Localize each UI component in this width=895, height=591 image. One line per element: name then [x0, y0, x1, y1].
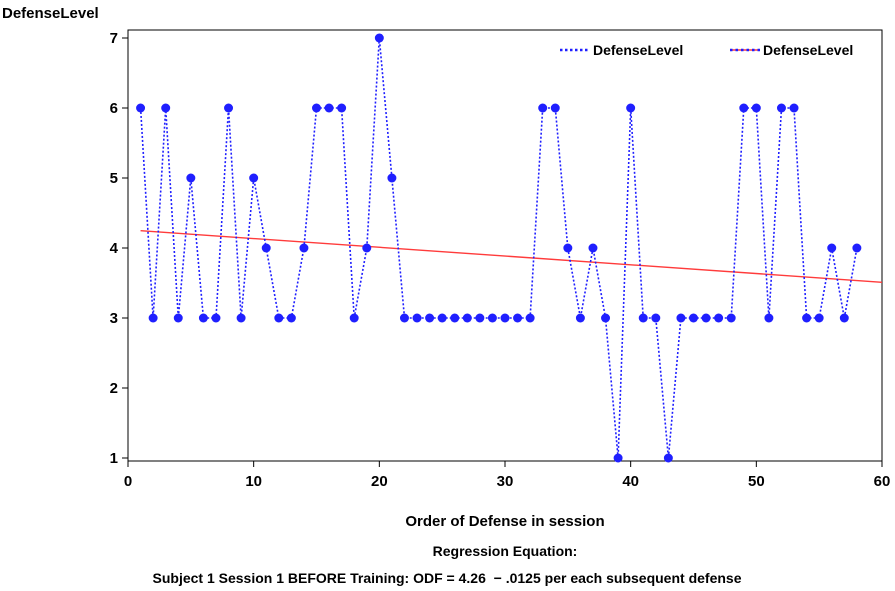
data-point [814, 313, 824, 323]
data-point [676, 313, 686, 323]
data-point [236, 313, 246, 323]
data-point [324, 103, 334, 113]
data-point [337, 103, 347, 113]
y-tick-label: 7 [110, 30, 118, 47]
data-point [827, 243, 837, 253]
y-axis-title: DefenseLevel [2, 5, 99, 22]
data-point [362, 243, 372, 253]
data-point [663, 453, 673, 463]
footnote-equation: Subject 1 Session 1 BEFORE Training: ODF… [153, 570, 742, 586]
data-point [437, 313, 447, 323]
data-point [161, 103, 171, 113]
data-point [701, 313, 711, 323]
data-point [513, 313, 523, 323]
data-point [211, 313, 221, 323]
data-point [173, 313, 183, 323]
y-axis-ticks: 1 2 3 4 5 6 7 [110, 30, 128, 467]
data-point [575, 313, 585, 323]
data-point [475, 313, 485, 323]
y-tick-label: 2 [110, 380, 118, 397]
data-point [487, 313, 497, 323]
data-point [601, 313, 611, 323]
data-point [714, 313, 724, 323]
x-tick-label: 50 [748, 473, 765, 490]
legend: DefenseLevel DefenseLevel [560, 42, 853, 58]
data-point [776, 103, 786, 113]
y-tick-label: 6 [110, 100, 118, 117]
legend-label-regression: DefenseLevel [763, 42, 853, 58]
data-point [148, 313, 158, 323]
x-tick-label: 20 [371, 473, 388, 490]
data-point [839, 313, 849, 323]
data-point [563, 243, 573, 253]
x-tick-label: 40 [622, 473, 639, 490]
series-line [139, 37, 858, 459]
series-line-group [139, 37, 858, 459]
data-point [764, 313, 774, 323]
data-point [286, 313, 296, 323]
data-point [726, 313, 736, 323]
data-point [274, 313, 284, 323]
x-tick-label: 0 [124, 473, 132, 490]
data-point [450, 313, 460, 323]
data-point [399, 313, 409, 323]
data-point [852, 243, 862, 253]
plot-frame [127, 29, 883, 462]
data-point [626, 103, 636, 113]
data-point [588, 243, 598, 253]
x-tick-label: 60 [874, 473, 891, 490]
data-point [525, 313, 535, 323]
data-point [538, 103, 548, 113]
data-point [224, 103, 234, 113]
data-point [462, 313, 472, 323]
data-point [374, 33, 384, 43]
data-point [613, 453, 623, 463]
data-point [638, 313, 648, 323]
data-point [500, 313, 510, 323]
data-point [751, 103, 761, 113]
y-tick-label: 1 [110, 450, 118, 467]
data-point [412, 313, 422, 323]
series-points-group [136, 33, 862, 463]
data-point [198, 313, 208, 323]
x-axis-title: Order of Defense in session [405, 513, 604, 530]
data-point [689, 313, 698, 323]
data-point [789, 103, 799, 113]
data-point [739, 103, 749, 113]
x-tick-label: 30 [497, 473, 514, 490]
data-point [550, 103, 560, 113]
y-tick-label: 4 [110, 240, 119, 257]
regression-line [140, 229, 883, 283]
data-point [312, 103, 321, 113]
data-point [186, 173, 196, 183]
data-point [802, 313, 812, 323]
x-tick-label: 10 [245, 473, 262, 490]
data-point [425, 313, 435, 323]
data-point [299, 243, 309, 253]
y-tick-label: 5 [110, 170, 118, 187]
legend-label-series: DefenseLevel [593, 42, 683, 58]
data-point [387, 173, 397, 183]
footnote-title: Regression Equation: [433, 543, 578, 559]
x-axis-ticks: 0 10 20 30 40 50 60 [124, 461, 891, 490]
data-point [349, 313, 359, 323]
data-point [261, 243, 271, 253]
regression-line-group [140, 229, 883, 283]
data-point [651, 313, 661, 323]
data-point [136, 103, 146, 113]
data-point [249, 173, 259, 183]
y-tick-label: 3 [110, 310, 118, 327]
